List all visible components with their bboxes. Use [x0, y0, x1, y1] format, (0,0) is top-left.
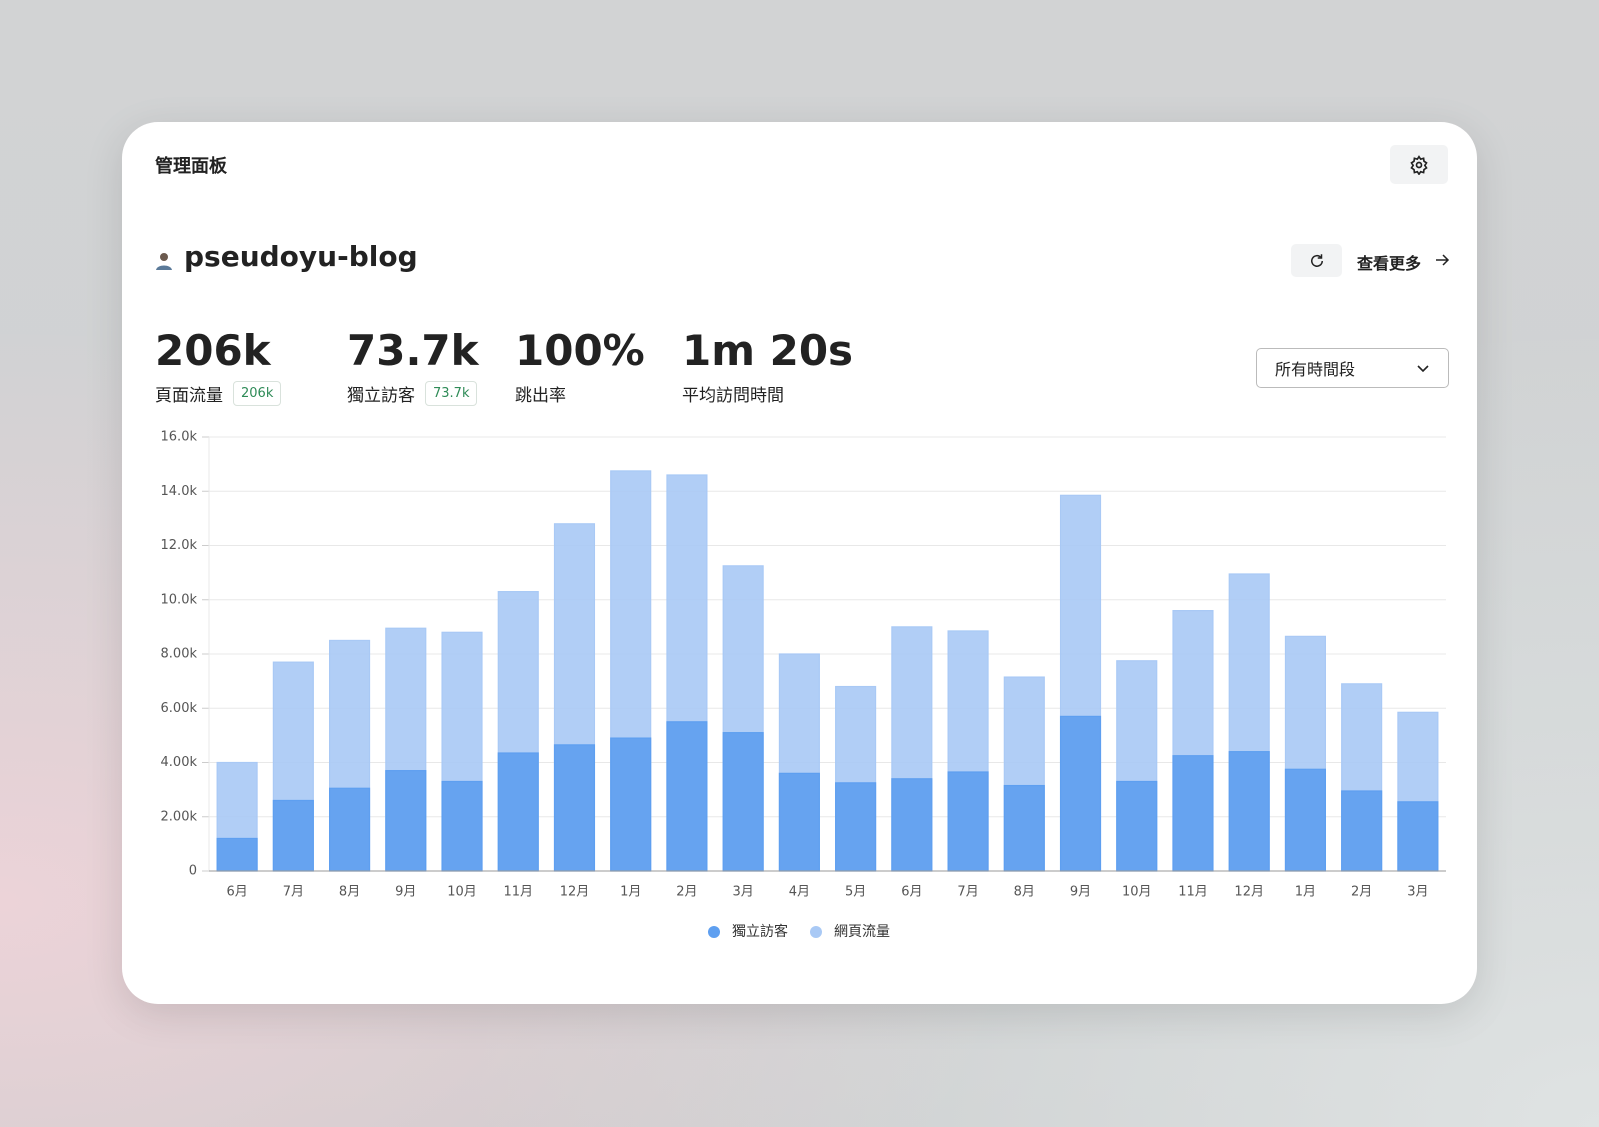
x-tick-label: 3月 — [1407, 885, 1428, 900]
stat-label-row: 跳出率 — [515, 381, 566, 406]
stat-value: 73.7k — [347, 326, 479, 375]
y-tick-label: 12.0k — [161, 538, 198, 553]
bar — [553, 744, 596, 872]
stat-label-row: 獨立訪客 73.7k — [347, 381, 478, 406]
bar — [1172, 755, 1214, 872]
stat-label: 頁面流量 — [155, 386, 223, 406]
stat-label-row: 平均訪問時間 — [682, 381, 784, 406]
x-tick-label: 1月 — [620, 885, 641, 900]
panel-title: 管理面板 — [155, 156, 227, 177]
bar — [329, 787, 371, 872]
x-tick-label: 1月 — [1295, 885, 1316, 900]
stat-label: 獨立訪客 — [347, 386, 415, 406]
y-tick-label: 0 — [189, 864, 197, 879]
y-tick-label: 16.0k — [161, 430, 198, 445]
x-tick-label: 3月 — [733, 885, 754, 900]
x-tick-label: 10月 — [1122, 885, 1152, 900]
bar — [1228, 751, 1270, 872]
stat-badge: 206k — [233, 381, 282, 406]
legend-label: 獨立訪客 — [732, 923, 788, 940]
x-tick-label: 8月 — [1014, 885, 1035, 900]
x-tick-label: 6月 — [226, 885, 247, 900]
gear-icon — [1410, 154, 1428, 175]
bar — [1003, 784, 1045, 872]
time-range-dropdown[interactable]: 所有時間段 — [1256, 348, 1449, 388]
x-tick-label: 8月 — [339, 885, 360, 900]
x-tick-label: 7月 — [957, 885, 978, 900]
bar — [216, 837, 258, 872]
x-tick-label: 9月 — [395, 885, 416, 900]
bar — [1284, 768, 1326, 872]
bar — [497, 752, 539, 872]
bar — [610, 737, 652, 872]
legend-swatch — [708, 926, 720, 938]
bar — [1116, 780, 1158, 872]
y-tick-label: 14.0k — [161, 484, 198, 499]
legend-swatch — [810, 926, 822, 938]
bar — [1341, 790, 1383, 872]
stat-value: 1m 20s — [682, 326, 854, 375]
view-more-link[interactable]: 查看更多 — [1357, 254, 1422, 273]
y-tick-label: 8.00k — [161, 647, 198, 662]
bar — [778, 772, 820, 872]
y-tick-label: 10.0k — [161, 592, 198, 607]
x-tick-label: 11月 — [503, 885, 533, 900]
x-tick-label: 12月 — [1234, 885, 1264, 900]
bar — [666, 721, 708, 872]
x-tick-label: 2月 — [1351, 885, 1372, 900]
bar — [441, 780, 483, 872]
website-name[interactable]: pseudoyu-blog — [184, 240, 418, 273]
stat-value: 206k — [155, 326, 271, 375]
bar — [385, 770, 427, 872]
stat-value: 100% — [515, 326, 645, 375]
bar — [1397, 801, 1439, 872]
stat-label: 平均訪問時間 — [682, 386, 784, 406]
bar — [272, 799, 314, 872]
stat-badge: 73.7k — [425, 381, 478, 406]
x-tick-label: 11月 — [1178, 885, 1208, 900]
chevron-icon — [1417, 365, 1429, 373]
y-tick-label: 2.00k — [161, 809, 198, 824]
bar — [1059, 715, 1102, 872]
x-tick-label: 5月 — [845, 885, 866, 900]
avatar — [156, 253, 172, 270]
x-tick-label: 10月 — [447, 885, 477, 900]
arrow-icon — [1436, 254, 1450, 266]
bar — [835, 782, 877, 872]
x-tick-label: 2月 — [676, 885, 697, 900]
stat-label: 跳出率 — [515, 386, 566, 406]
y-tick-label: 4.00k — [161, 755, 198, 770]
refresh-icon — [1310, 253, 1323, 267]
dropdown-label: 所有時間段 — [1275, 360, 1356, 379]
stat-label-row: 頁面流量 206k — [155, 381, 282, 406]
x-tick-label: 9月 — [1070, 885, 1091, 900]
bar — [722, 732, 764, 872]
y-tick-label: 6.00k — [161, 701, 198, 716]
x-tick-label: 12月 — [560, 885, 590, 900]
x-tick-label: 7月 — [283, 885, 304, 900]
x-tick-label: 6月 — [901, 885, 922, 900]
bar — [891, 778, 933, 872]
settings-button[interactable] — [1390, 145, 1448, 184]
bar — [947, 771, 989, 872]
refresh-button[interactable] — [1291, 244, 1342, 277]
x-tick-label: 4月 — [789, 885, 810, 900]
legend-label: 網頁流量 — [834, 924, 890, 940]
